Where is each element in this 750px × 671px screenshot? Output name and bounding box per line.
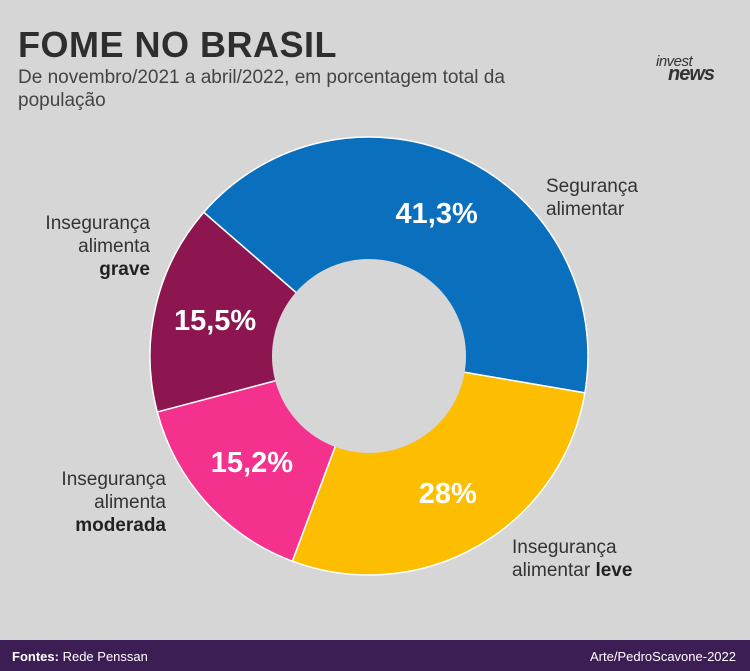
label-leve-emph: leve [595,560,633,581]
donut-hole [272,259,466,453]
footer-source: Fontes: Rede Penssan [12,649,148,664]
label-moderada-emph: moderada [75,515,166,536]
label-grave-line2: alimenta [78,236,150,257]
value-label-leve: 28% [419,478,477,510]
label-moderada-line1: Insegurança [61,469,166,490]
logo-text-news: news [668,63,715,85]
value-label-moderada: 15,2% [211,447,293,479]
label-grave-line1: Insegurança [45,213,150,234]
value-label-seguranca: 41,3% [396,198,478,230]
footer-bar: Fontes: Rede Penssan Arte/PedroScavone-2… [0,640,750,671]
value-label-grave: 15,5% [174,305,256,337]
investnews-logo: invest news [656,53,726,85]
chart-subtitle: De novembro/2021 a abril/2022, em porcen… [18,67,505,111]
donut-chart: 41,3% 28% 15,2% 15,5% [149,136,589,576]
label-leve: Insegurança alimentar leve [512,536,632,582]
chart-title: FOME NO BRASIL [18,24,337,65]
label-seguranca: Segurança alimentar [546,175,638,221]
footer-source-text: Rede Penssan [62,649,148,664]
footer-credit: Arte/PedroScavone-2022 [590,649,736,664]
label-leve-line1: Insegurança [512,537,617,558]
logo-text-invest: invest [656,53,693,70]
label-moderada-line2: alimenta [94,492,166,513]
label-grave-emph: grave [99,259,150,280]
label-leve-line2: alimentar [512,560,591,581]
label-grave: Insegurança alimenta grave [4,212,150,281]
label-seguranca-line2: alimentar [546,199,625,220]
footer-source-prefix: Fontes: [12,649,59,664]
label-seguranca-line1: Segurança [546,176,638,197]
label-moderada: Insegurança alimenta moderada [20,468,166,537]
